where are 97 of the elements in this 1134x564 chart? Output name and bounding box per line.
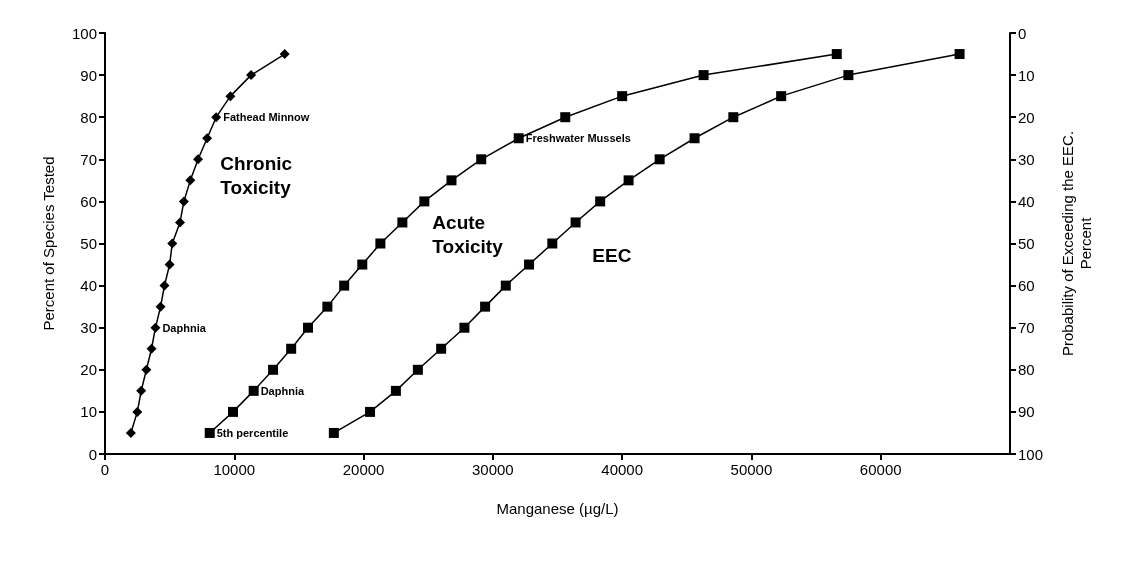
y-tick-label: 70 [80,150,97,168]
point [547,238,558,249]
y2-tick-label: 40 [1018,192,1035,210]
point [843,70,854,81]
point [375,238,386,249]
series-label: Acute Toxicity [432,211,504,257]
point [132,406,143,417]
point [146,343,157,354]
point [436,343,447,354]
point [193,154,204,165]
point [954,49,965,60]
point [570,217,581,228]
point [617,91,628,102]
point [150,322,161,333]
point [246,70,257,81]
point [412,364,423,375]
x-tick-label: 0 [100,461,110,478]
point [654,154,665,165]
y-tick-label: 90 [80,66,97,84]
y-tick-label: 40 [80,277,97,295]
point [390,385,401,396]
y-tick-label: 10 [80,403,97,421]
series-label: Chronic Toxicity [220,152,298,198]
y2-tick-label: 30 [1018,150,1035,168]
point [155,301,166,312]
point [178,196,189,207]
y2-tick-label: 10 [1018,66,1035,84]
point [357,259,368,270]
point [268,364,279,375]
point [500,280,511,291]
point [476,154,487,165]
point [397,217,408,228]
point [136,385,147,396]
point [560,112,571,123]
point [211,112,222,123]
point [365,406,376,417]
point [339,280,350,291]
x-tick-label: 10000 [213,461,256,478]
y2-tick-label: 60 [1018,277,1035,295]
annotation: Daphnia [162,321,207,334]
annotation: Freshwater Mussels [525,132,631,145]
y2-tick-label: 80 [1018,361,1035,379]
point [524,259,535,270]
annotation: Daphnia [260,384,305,397]
x-tick-label: 60000 [859,461,902,478]
x-tick-label: 20000 [342,461,385,478]
point [328,427,339,438]
y-axis-title: Percent of Species Tested [39,156,57,331]
y2-axis-title: Probability of Exceeding the EEC. Percent [1058,130,1094,357]
point [322,301,333,312]
point [728,112,739,123]
y-tick-label: 0 [88,445,97,463]
series-label: EEC [592,245,632,266]
point [164,259,175,270]
point [125,427,136,438]
y2-tick-label: 90 [1018,403,1035,421]
y2-tick-label: 70 [1018,319,1035,337]
point [689,133,700,144]
annotation: 5th percentile [216,426,289,439]
y-tick-label: 30 [80,319,97,337]
point [286,343,297,354]
x-tick-label: 30000 [472,461,514,478]
point [446,175,457,186]
y2-tick-label: 0 [1018,24,1027,42]
point [831,49,842,60]
y-tick-label: 50 [80,235,97,252]
y2-tick-label: 100 [1018,445,1044,463]
point [419,196,430,207]
y-tick-label: 80 [80,108,97,126]
point [623,175,634,186]
x-tick-label: 40000 [601,461,643,478]
point [174,217,185,228]
point [595,196,606,207]
point [698,70,709,81]
point [302,322,313,333]
y-tick-label: 60 [80,192,97,210]
point [279,49,290,60]
point [159,280,170,291]
point [202,133,213,144]
y2-tick-label: 20 [1018,108,1035,126]
y2-tick-label: 50 [1018,235,1035,252]
point [167,238,178,249]
point [204,427,215,438]
point [776,91,787,102]
x-tick-label: 50000 [730,461,773,478]
point [141,364,152,375]
point [513,133,524,144]
point [480,301,491,312]
point [248,385,259,396]
point [227,406,238,417]
point [185,175,196,186]
y-tick-label: 100 [71,24,97,42]
y-tick-label: 20 [80,361,97,379]
point [459,322,470,333]
annotation: Fathead Minnow [223,111,310,124]
point [225,91,236,102]
x-axis-title: Manganese (µg/L) [496,499,619,517]
